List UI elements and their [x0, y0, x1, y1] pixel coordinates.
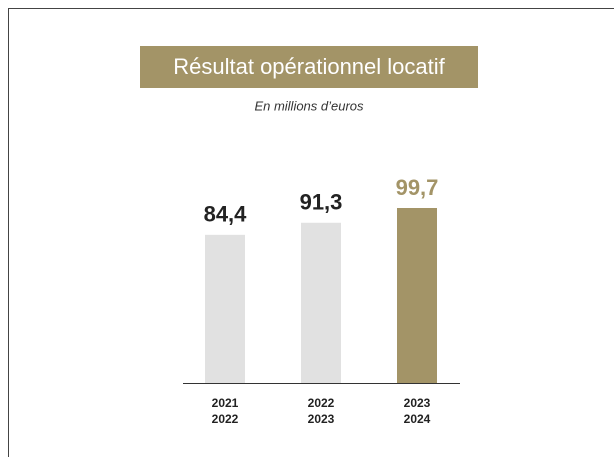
x-tick-label: 2023 — [308, 412, 335, 426]
x-tick-label: 2024 — [404, 412, 431, 426]
chart-title: Résultat opérationnel locatif — [173, 54, 445, 79]
chart-subtitle: En millions d’euros — [254, 98, 364, 113]
value-label: 91,3 — [300, 190, 343, 215]
x-tick-label: 2023 — [404, 396, 431, 410]
bar — [205, 234, 245, 383]
value-label: 99,7 — [396, 175, 439, 200]
bar — [301, 222, 341, 383]
x-tick-label: 2022 — [308, 396, 335, 410]
bar — [397, 208, 437, 383]
title-banner — [140, 46, 478, 88]
x-tick-label: 2021 — [212, 396, 239, 410]
x-tick-label: 2022 — [212, 412, 239, 426]
frame — [8, 8, 614, 457]
value-label: 84,4 — [204, 202, 248, 227]
